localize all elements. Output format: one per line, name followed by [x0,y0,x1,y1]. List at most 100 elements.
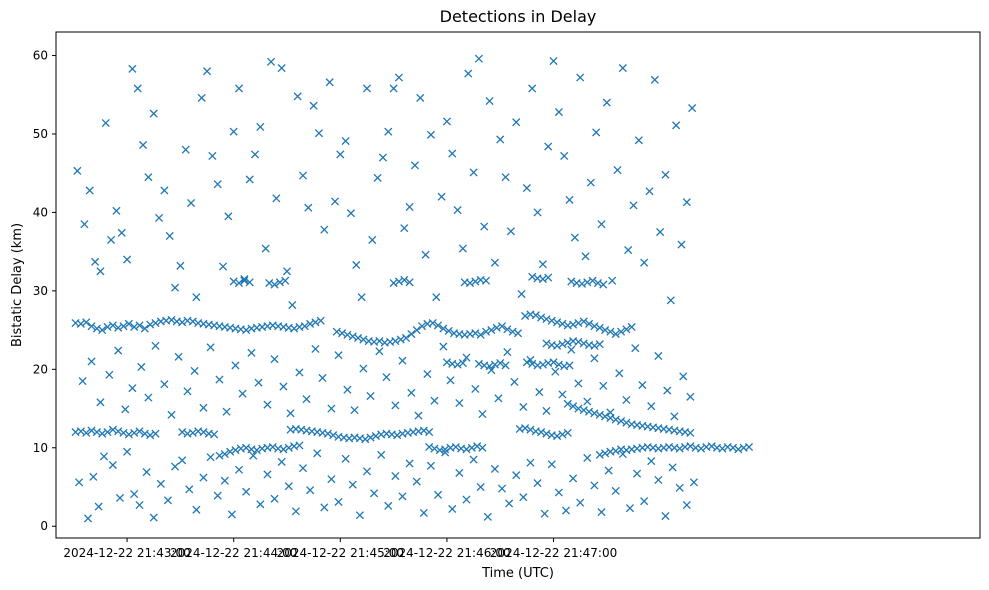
data-point [350,406,359,415]
data-point [234,278,244,288]
data-point [538,360,547,369]
data-point [622,395,631,404]
data-point [682,500,691,510]
data-point [549,56,558,66]
data-point [256,122,265,131]
data-point [115,493,125,503]
data-point [208,151,217,161]
data-point [462,495,471,504]
data-point [396,335,405,344]
data-point [689,478,698,487]
data-point [483,512,492,521]
data-point [263,470,272,479]
data-point [606,327,615,336]
data-point [586,178,595,187]
data-point [670,412,679,421]
data-point [423,369,432,379]
data-point [213,180,222,189]
y-tick-label: 30 [33,284,48,298]
data-point [231,446,240,455]
data-points [71,54,754,523]
data-point [112,206,121,215]
data-point [366,391,375,401]
data-point [368,235,377,244]
data-point [412,477,421,486]
data-point [352,260,361,270]
data-point [567,345,576,354]
x-axis-label: Time (UTC) [481,566,554,581]
data-point [602,98,611,107]
data-point [537,428,546,437]
data-point [688,104,697,113]
data-point [183,387,192,396]
data-point [442,117,451,126]
data-point [505,499,514,508]
data-point [167,410,176,419]
data-point [428,318,437,328]
data-point [256,500,265,509]
data-point [581,252,590,261]
data-point [553,318,562,327]
data-point [87,357,96,366]
data-point [686,442,695,451]
data-point [320,225,329,234]
data-point [592,128,601,137]
data-point [167,315,176,324]
data-point [202,67,212,76]
data-point [139,140,148,150]
data-point [632,469,642,478]
data-point [611,486,620,495]
data-point [384,127,393,136]
data-point [645,187,654,196]
data-point [242,487,251,496]
data-point [453,206,462,215]
data-point [734,445,743,454]
data-point [430,444,439,453]
data-point [298,464,308,473]
data-point [462,353,471,362]
data-point [176,261,185,270]
data-point [631,344,640,353]
data-point [622,418,631,427]
data-point [130,490,139,499]
data-point [535,388,544,397]
data-point [149,109,158,118]
data-point [124,319,133,328]
data-point [538,275,547,284]
data-point [261,244,270,253]
data-point [542,315,551,324]
data-point [554,107,563,117]
data-point [270,280,279,289]
data-point [329,431,338,440]
data-point [80,220,89,229]
data-point [128,64,137,73]
data-point [574,404,583,413]
data-point [421,250,430,259]
data-point [476,330,485,339]
data-point [540,509,549,518]
data-point [192,293,201,302]
data-point [433,321,443,330]
data-point [311,344,320,353]
data-point [124,430,133,439]
data-point [156,479,165,488]
data-point [579,339,588,348]
data-point [185,485,194,494]
data-point [309,101,318,110]
data-point [282,267,292,276]
data-point [119,322,128,331]
data-point [593,278,603,288]
data-point [394,277,404,286]
data-point [513,329,523,338]
data-point [135,500,144,510]
data-point [341,454,350,463]
data-point [231,361,240,370]
data-point [82,428,91,437]
data-point [151,429,160,438]
data-point [362,467,372,476]
data-point [439,324,448,333]
data-point [565,195,574,204]
